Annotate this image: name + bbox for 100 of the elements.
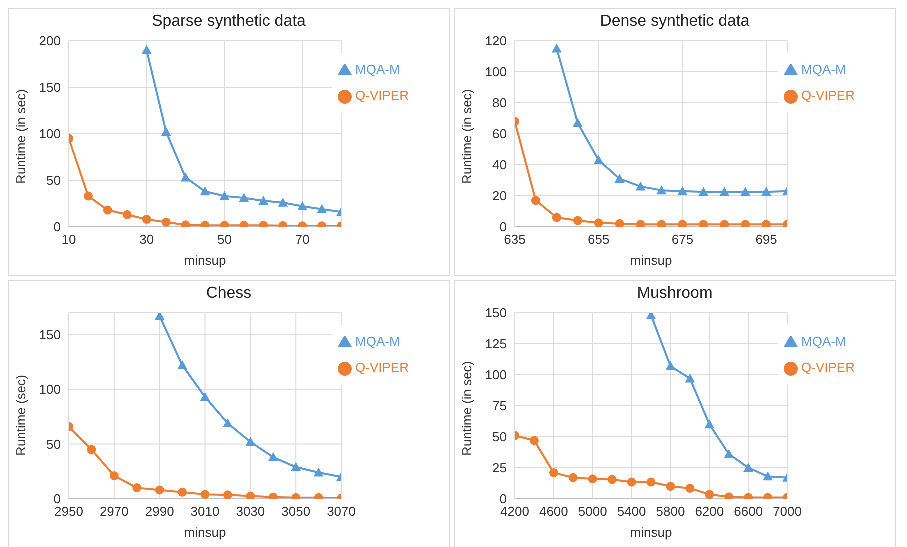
- point: [200, 186, 210, 196]
- y-tick-label: 40: [492, 158, 507, 173]
- point: [110, 472, 119, 481]
- y-tick-label: 120: [485, 34, 507, 49]
- point: [594, 155, 604, 164]
- x-tick-label: 5800: [656, 504, 686, 520]
- x-tick-label: 2970: [100, 504, 129, 520]
- y-tick-label: 80: [492, 96, 507, 111]
- y-tick-label: 125: [485, 336, 507, 352]
- point: [291, 462, 302, 472]
- point: [84, 192, 93, 201]
- point: [200, 392, 210, 402]
- x-tick-label: 2950: [54, 504, 84, 520]
- point: [552, 44, 562, 53]
- point: [549, 468, 558, 478]
- y-tick-label: 150: [485, 306, 507, 321]
- x-axis-title: minsup: [184, 525, 226, 540]
- point: [268, 452, 278, 462]
- y-tick-label: 150: [39, 327, 61, 342]
- x-tick-label: 4600: [539, 504, 568, 520]
- x-tick-label: 635: [504, 232, 526, 248]
- point: [103, 206, 112, 215]
- y-tick-label: 100: [485, 64, 507, 80]
- x-tick-label: 30: [140, 232, 154, 248]
- point: [724, 449, 734, 458]
- point: [162, 218, 171, 227]
- y-axis-title: Runtime (sec): [14, 375, 29, 456]
- point: [178, 488, 188, 497]
- x-axis-title: minsup: [630, 253, 672, 268]
- y-tick-label: 0: [500, 492, 507, 507]
- point: [200, 490, 210, 499]
- y-tick-label: 75: [492, 398, 507, 414]
- x-axis-title: minsup: [184, 253, 226, 268]
- x-tick-label: 695: [756, 232, 778, 248]
- y-tick-label: 0: [54, 220, 61, 235]
- point: [636, 182, 646, 191]
- y-tick-label: 50: [46, 173, 61, 188]
- chart-title: Sparse synthetic data: [151, 12, 307, 32]
- point: [614, 174, 625, 183]
- legend-label: MQA-M: [802, 334, 846, 349]
- point: [314, 468, 324, 477]
- point: [698, 187, 709, 196]
- point: [573, 216, 582, 226]
- point: [744, 463, 754, 472]
- y-tick-label: 200: [39, 34, 61, 49]
- y-tick-label: 25: [492, 460, 507, 476]
- y-tick-label: 0: [54, 492, 61, 507]
- x-tick-label: 3070: [327, 504, 356, 520]
- point: [246, 492, 256, 499]
- legend-label: Q-VIPER: [802, 88, 855, 103]
- point: [246, 437, 256, 446]
- point: [656, 186, 667, 195]
- x-tick-label: 4200: [500, 504, 530, 520]
- legend-label: Q-VIPER: [356, 88, 409, 103]
- point: [685, 374, 696, 383]
- legend-label: MQA-M: [356, 334, 400, 349]
- point: [762, 187, 772, 196]
- y-tick-label: 100: [485, 368, 507, 383]
- point: [740, 187, 751, 196]
- x-tick-label: 655: [588, 232, 610, 248]
- point: [594, 218, 604, 227]
- point: [530, 436, 539, 446]
- x-tick-label: 7000: [773, 504, 802, 520]
- y-axis-title: Runtime (in sec): [460, 89, 475, 184]
- x-tick-label: 5000: [578, 504, 608, 520]
- x-tick-label: 3030: [236, 504, 266, 520]
- y-tick-label: 150: [39, 80, 61, 96]
- y-tick-label: 100: [39, 382, 61, 398]
- y-tick-label: 0: [500, 220, 507, 235]
- x-tick-label: 3050: [282, 504, 311, 520]
- x-axis-title: minsup: [630, 525, 672, 540]
- point: [180, 172, 191, 182]
- y-tick-label: 50: [492, 430, 507, 445]
- point: [608, 475, 617, 484]
- point: [568, 473, 578, 482]
- legend-label: Q-VIPER: [802, 360, 855, 375]
- point: [552, 213, 562, 222]
- point: [588, 474, 598, 484]
- point: [178, 360, 188, 370]
- legend-label: MQA-M: [356, 62, 400, 77]
- point: [666, 482, 676, 492]
- point: [278, 198, 288, 207]
- x-tick-label: 5400: [617, 504, 646, 520]
- x-tick-label: 3010: [190, 504, 220, 520]
- x-tick-label: 50: [218, 232, 232, 248]
- point: [763, 472, 774, 481]
- point: [142, 45, 152, 54]
- y-axis-title: Runtime (in sec): [460, 361, 475, 456]
- point: [154, 313, 165, 320]
- point: [87, 445, 96, 454]
- x-tick-label: 675: [672, 232, 694, 248]
- y-tick-label: 100: [39, 126, 61, 142]
- point: [132, 484, 142, 493]
- point: [720, 187, 730, 196]
- point: [572, 118, 583, 128]
- point: [666, 361, 676, 370]
- x-tick-label: 6600: [734, 504, 764, 520]
- point: [298, 202, 308, 211]
- y-tick-label: 20: [492, 188, 507, 204]
- point: [220, 191, 230, 200]
